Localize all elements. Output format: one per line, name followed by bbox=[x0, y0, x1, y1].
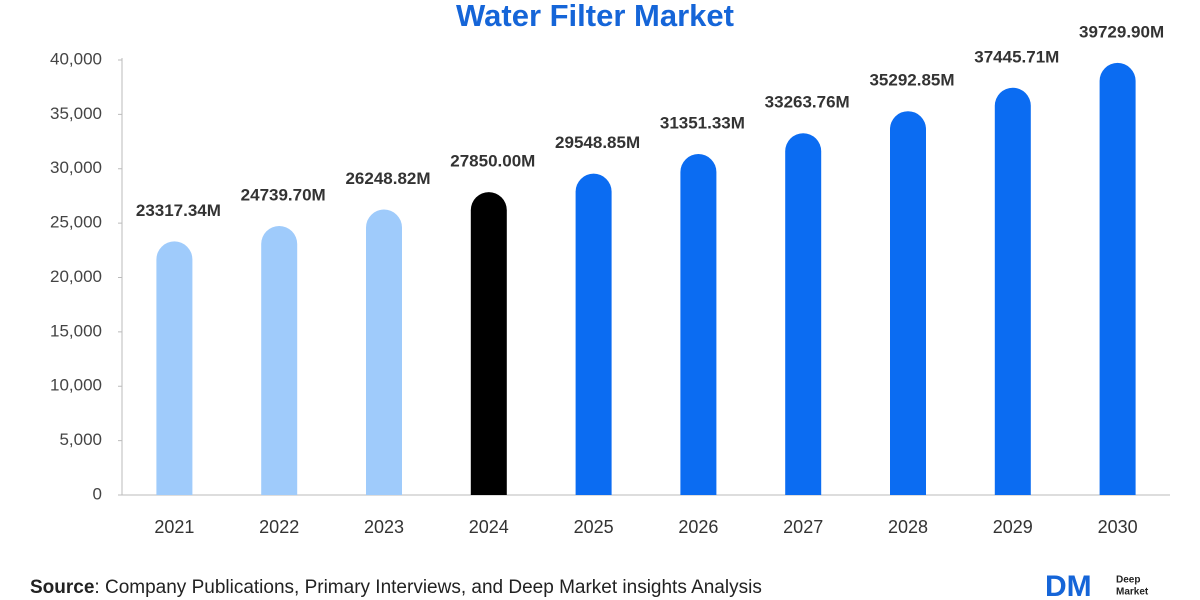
value-label: 33263.76M bbox=[765, 93, 850, 112]
bar bbox=[156, 241, 193, 495]
x-tick-label: 2029 bbox=[993, 517, 1033, 537]
y-tick-label: 20,000 bbox=[50, 267, 102, 286]
chart-title: Water Filter Market bbox=[456, 0, 734, 33]
value-label: 27850.00M bbox=[450, 152, 535, 171]
y-tick-label: 0 bbox=[93, 484, 102, 503]
bar bbox=[470, 192, 507, 495]
value-label: 26248.82M bbox=[345, 169, 430, 188]
logo-mark: DM bbox=[1045, 570, 1092, 600]
source: Source: Company Publications, Primary In… bbox=[30, 577, 762, 598]
value-label: 31351.33M bbox=[660, 114, 745, 133]
x-tick-label: 2026 bbox=[678, 517, 718, 537]
value-label: 24739.70M bbox=[241, 185, 326, 204]
logo-text: Market bbox=[1116, 587, 1149, 598]
y-tick-label: 10,000 bbox=[50, 376, 102, 395]
x-tick-label: 2023 bbox=[364, 517, 404, 537]
x-tick-label: 2030 bbox=[1098, 517, 1138, 537]
x-tick-label: 2027 bbox=[783, 517, 823, 537]
x-tick-label: 2024 bbox=[469, 517, 509, 537]
bar bbox=[680, 154, 717, 495]
x-tick-label: 2025 bbox=[574, 517, 614, 537]
value-label: 29548.85M bbox=[555, 133, 640, 152]
bar bbox=[366, 209, 402, 495]
y-tick-label: 25,000 bbox=[50, 213, 102, 232]
source-text: : Company Publications, Primary Intervie… bbox=[94, 577, 761, 598]
x-tick-label: 2028 bbox=[888, 517, 928, 537]
x-tick-label: 2022 bbox=[259, 517, 299, 537]
bar bbox=[261, 225, 298, 496]
bar bbox=[785, 133, 822, 496]
bar bbox=[575, 173, 612, 496]
value-label: 35292.85M bbox=[869, 71, 954, 90]
y-tick-label: 40,000 bbox=[50, 49, 102, 68]
value-label: 37445.71M bbox=[974, 47, 1059, 66]
value-label: 23317.34M bbox=[136, 201, 221, 220]
logo-text: Deep bbox=[1116, 575, 1140, 586]
bar bbox=[994, 87, 1031, 496]
y-tick-label: 15,000 bbox=[50, 321, 102, 340]
bar bbox=[1099, 62, 1136, 495]
y-tick-label: 30,000 bbox=[50, 158, 102, 177]
source-label: Source bbox=[30, 577, 94, 598]
y-tick-label: 5,000 bbox=[59, 430, 102, 449]
bar bbox=[890, 111, 926, 495]
value-label: 39729.90M bbox=[1079, 22, 1164, 41]
x-tick-label: 2021 bbox=[154, 517, 194, 537]
y-tick-label: 35,000 bbox=[50, 104, 102, 123]
